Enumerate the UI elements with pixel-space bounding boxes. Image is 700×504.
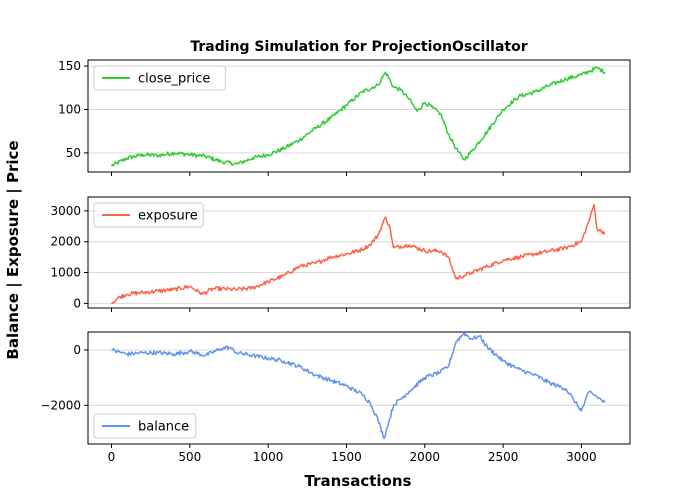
legend: close_price (93, 65, 226, 91)
legend-label: close_price (138, 72, 210, 87)
y-tick-label: 1000 (50, 266, 81, 280)
balance-line (111, 332, 606, 440)
y-tick-label: 0 (73, 296, 81, 310)
y-axis-label: Balance | Exposure | Price (4, 140, 23, 359)
subplots: 50 100 150 close_price 0 1000 2000 3000 exposure… (40, 59, 631, 464)
x-tick-label: 0 (108, 450, 116, 464)
axes-frame (87, 196, 631, 309)
x-tick-label: 1000 (253, 450, 284, 464)
x-tick-label: 2500 (488, 450, 519, 464)
close_price-line (110, 66, 606, 167)
legend-box (93, 65, 226, 91)
legend: exposure (93, 202, 204, 228)
y-tick-label: 0 (73, 343, 81, 357)
x-tick-label: 2000 (410, 450, 441, 464)
legend-label: balance (138, 420, 189, 435)
chart-title: Trading Simulation for ProjectionOscilla… (190, 39, 527, 55)
exposure-panel: 0 1000 2000 3000 exposure (50, 196, 631, 312)
axes-frame (87, 331, 631, 445)
x-tick-label: 500 (178, 450, 201, 464)
y-tick-label: 150 (58, 59, 81, 73)
x-tick-label: 3000 (566, 450, 597, 464)
legend-box (93, 202, 204, 228)
x-tick-label: 1500 (331, 450, 362, 464)
y-tick-label: 2000 (50, 235, 81, 249)
balance-panel: −2000 0 0 500 1000 1500 2000 2500 3000 balance (40, 331, 631, 464)
y-tick-label: 50 (66, 146, 81, 160)
x-axis-label: Transactions (305, 472, 412, 490)
axes-frame (87, 59, 631, 173)
y-tick-label: −2000 (40, 398, 81, 412)
legend: balance (93, 413, 197, 439)
legend-box (93, 413, 197, 439)
exposure-line (111, 203, 606, 305)
y-tick-label: 3000 (50, 204, 81, 218)
legend-label: exposure (138, 209, 198, 224)
y-tick-label: 100 (58, 102, 81, 116)
price-panel: 50 100 150 close_price (58, 59, 631, 176)
